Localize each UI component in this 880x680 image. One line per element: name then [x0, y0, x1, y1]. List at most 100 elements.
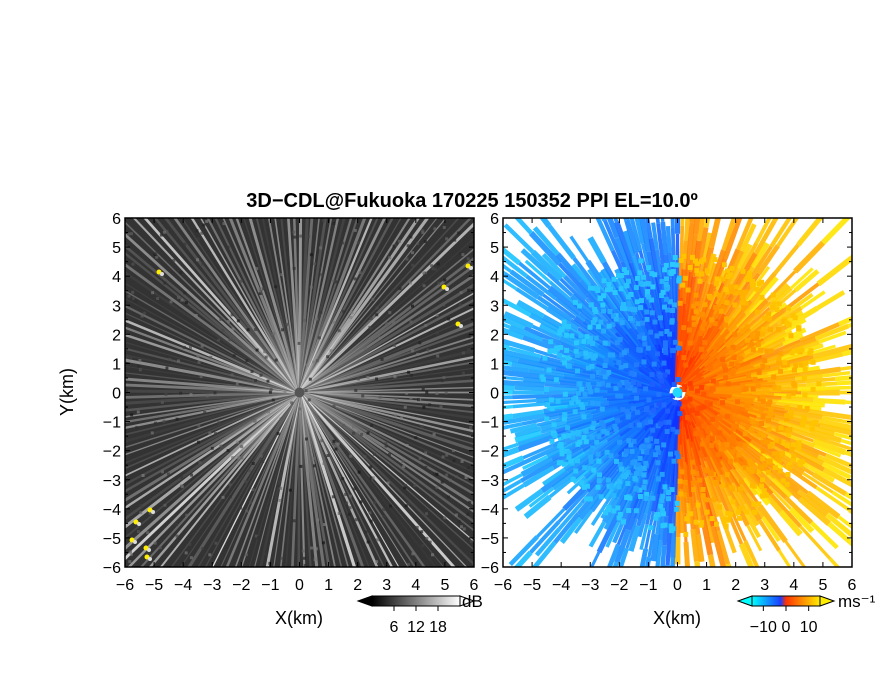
velocity-ray-segment	[572, 256, 601, 292]
velocity-ray-segment	[807, 464, 835, 483]
velocity-cell	[760, 414, 766, 420]
velocity-ray-segment	[548, 280, 576, 305]
snr-speckle	[435, 331, 439, 335]
snr-ray	[298, 247, 474, 394]
snr-speckle	[447, 317, 451, 321]
snr-speckle	[208, 431, 212, 435]
velocity-cell	[694, 410, 700, 416]
snr-speckle	[156, 297, 160, 300]
velocity-cell	[605, 507, 611, 513]
velocity-cell	[798, 362, 804, 368]
velocity-cell	[638, 305, 643, 311]
velocity-cell	[678, 491, 684, 497]
snr-ray	[125, 297, 300, 394]
velocity-cell	[625, 294, 631, 300]
velocity-cell	[668, 528, 674, 534]
velocity-ray-segment	[719, 474, 737, 502]
snr-ray	[125, 290, 300, 394]
snr-speckle	[194, 314, 198, 317]
velocity-cell	[737, 441, 743, 447]
velocity-cell	[572, 409, 578, 415]
snr-speckle	[389, 504, 392, 508]
velocity-cell	[596, 381, 602, 387]
snr-y-tick-label: 6	[112, 211, 121, 228]
snr-speckle	[392, 244, 396, 248]
velocity-cell	[767, 443, 773, 449]
velocity-ray-segment	[545, 306, 580, 331]
velocity-cell	[641, 274, 647, 280]
velocity-ray-segment	[793, 447, 825, 467]
velocity-cell	[708, 295, 714, 301]
velocity-cell	[699, 520, 705, 526]
snr-speckle	[154, 421, 157, 425]
velocity-cell	[813, 420, 819, 426]
snr-ray	[204, 392, 301, 567]
snr-speckle	[353, 277, 357, 281]
velocity-ray-segment	[516, 299, 545, 320]
velocity-cell	[780, 451, 786, 457]
velocity-ray-segment	[503, 311, 534, 329]
snr-speckle	[371, 476, 375, 480]
velocity-ray-segment	[543, 404, 576, 415]
velocity-cell	[791, 367, 797, 373]
velocity-ray-segment	[503, 223, 535, 254]
velocity-ray-segment	[767, 368, 789, 377]
velocity-cell	[807, 350, 813, 356]
velocity-cell	[599, 406, 605, 412]
velocity-cell	[767, 459, 773, 465]
velocity-cell	[664, 329, 670, 334]
velocity-cell	[599, 419, 605, 425]
snr-ray	[125, 354, 300, 394]
velocity-cell	[633, 362, 639, 368]
snr-origin-marker	[294, 387, 305, 398]
snr-ray	[298, 391, 379, 567]
velocity-cell	[748, 341, 754, 347]
snr-speckle	[443, 278, 447, 282]
velocity-cell	[764, 492, 769, 498]
velocity-cell	[699, 325, 705, 331]
velocity-cell	[731, 407, 737, 413]
snr-ray	[299, 355, 474, 394]
velocity-cell	[638, 258, 644, 264]
velocity-ray-segment	[540, 469, 570, 494]
velocity-cell	[566, 324, 572, 329]
snr-rays	[125, 218, 474, 567]
velocity-cell	[634, 275, 640, 281]
velocity-ray-segment	[822, 467, 852, 488]
velocity-cell	[697, 330, 703, 336]
snr-speckle	[420, 530, 424, 534]
snr-speckle	[243, 480, 247, 484]
velocity-cell	[637, 487, 643, 493]
snr-colorbar-gradient	[371, 595, 461, 607]
snr-ray	[298, 218, 402, 393]
snr-speckle	[347, 512, 351, 516]
snr-ray	[228, 218, 301, 394]
velocity-cell	[617, 382, 623, 388]
snr-y-tick-label: 1	[112, 356, 121, 373]
snr-ray	[299, 379, 474, 394]
velocity-cell	[740, 295, 746, 301]
velocity-ray-segment	[648, 238, 660, 276]
snr-ray	[298, 218, 333, 393]
velocity-cell	[718, 338, 724, 344]
velocity-cell	[584, 334, 590, 340]
velocity-ray-segment	[784, 351, 812, 364]
snr-x-tick-label: 2	[353, 577, 362, 594]
velocity-cell	[674, 262, 680, 268]
snr-speckle	[132, 296, 136, 300]
velocity-cell	[688, 385, 694, 391]
snr-speckle	[418, 341, 422, 345]
snr-speckle	[303, 563, 307, 567]
snr-ray	[125, 391, 301, 502]
velocity-cell	[768, 348, 774, 354]
velocity-ray-segment	[707, 554, 716, 567]
velocity-colorbar-ticks: −10 0 10	[750, 606, 818, 636]
velocity-cell	[642, 341, 648, 347]
snr-speckle	[131, 290, 135, 294]
velocity-cell	[638, 280, 644, 286]
snr-speckle	[414, 436, 418, 440]
snr-speckle	[155, 255, 159, 259]
snr-speckle	[413, 484, 417, 488]
velocity-ray-segment	[726, 299, 755, 332]
velocity-cell	[570, 430, 576, 436]
